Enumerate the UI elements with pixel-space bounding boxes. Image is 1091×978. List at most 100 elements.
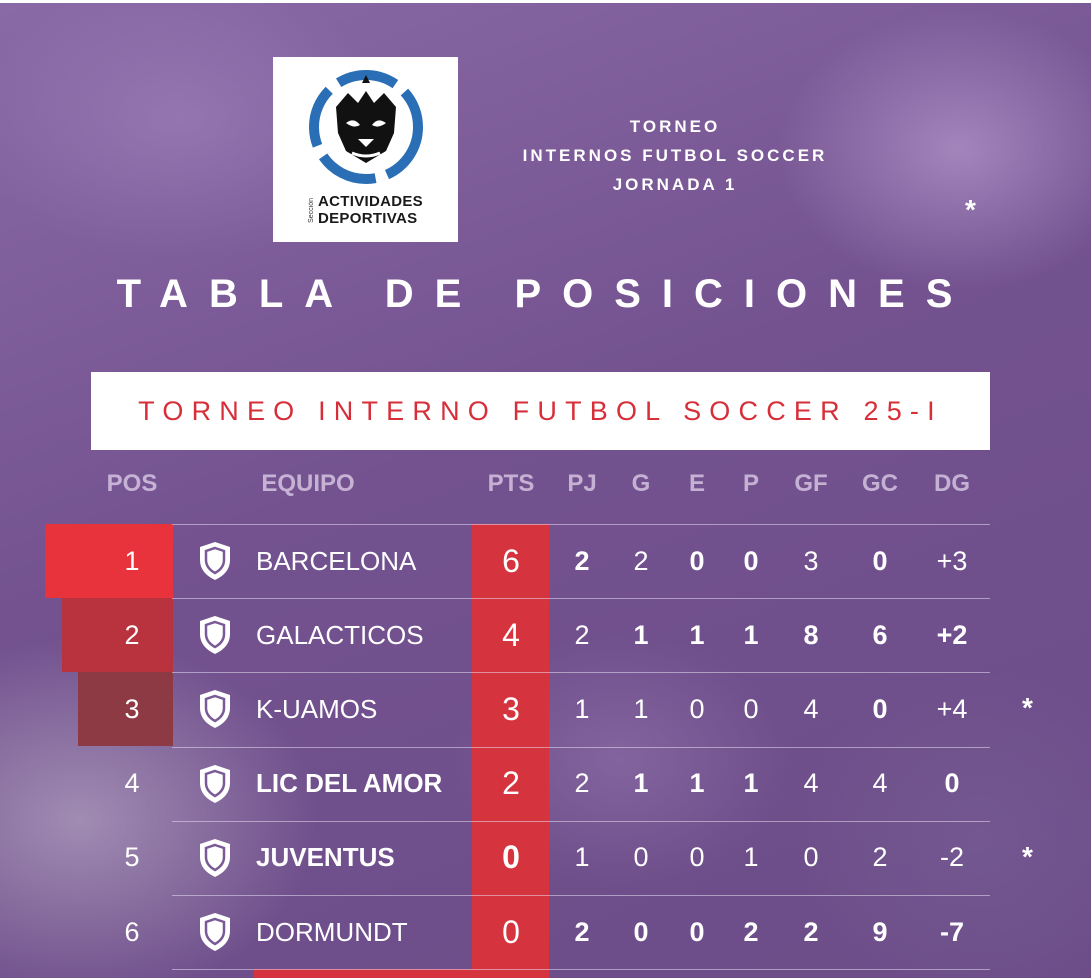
shield-icon	[200, 542, 230, 580]
stat-gc: 9	[872, 916, 888, 947]
position-number: 4	[124, 768, 140, 799]
stat-p: 2	[743, 916, 759, 947]
column-header-g: G	[631, 470, 651, 497]
stat-gf: 3	[803, 545, 819, 576]
shield-icon	[200, 690, 230, 729]
column-header-e: E	[688, 470, 705, 497]
column-header-pos: POS	[106, 470, 158, 497]
stat-e: 0	[689, 842, 705, 873]
stat-p: 1	[743, 842, 759, 873]
tournament-banner: TORNEO INTERNO FUTBOL SOCCER 25-I	[91, 372, 990, 450]
shield-icon	[200, 764, 230, 803]
row-star: *	[1022, 840, 1033, 872]
points-value: 0	[502, 839, 520, 876]
position-highlight	[45, 524, 173, 598]
tournament-line: INTERNOS FUTBOL SOCCER	[522, 146, 828, 165]
stat-pj: 2	[574, 768, 590, 799]
row-divider	[172, 598, 990, 600]
column-header-dg: DG	[934, 470, 970, 497]
stat-g: 2	[633, 545, 649, 576]
stat-gf: 4	[803, 693, 819, 724]
shield-icon	[200, 616, 230, 655]
row-divider	[172, 746, 990, 748]
banner-text: TORNEO INTERNO FUTBOL SOCCER 25-I	[138, 395, 943, 426]
team-name: GALACTICOS	[256, 619, 424, 650]
team-name: BARCELONA	[256, 545, 417, 576]
column-header-pts: PTS	[487, 470, 535, 497]
stat-gf: 2	[803, 916, 819, 947]
row-divider	[172, 820, 990, 822]
stat-g: 1	[633, 619, 649, 650]
tournament-line: JORNADA 1	[612, 175, 738, 194]
points-value: 2	[502, 765, 520, 802]
jaguar-logo-icon	[308, 70, 423, 184]
row-divider	[172, 524, 990, 525]
row-divider	[172, 895, 990, 896]
stat-gc: 4	[872, 768, 888, 799]
stat-e: 0	[689, 545, 705, 576]
stat-dg: +2	[936, 619, 968, 650]
stat-pj: 2	[574, 545, 590, 576]
stat-dg: -2	[939, 842, 964, 873]
stat-dg: -7	[939, 916, 964, 947]
stat-gc: 0	[872, 693, 888, 724]
position-number: 2	[124, 619, 140, 650]
stat-e: 0	[689, 916, 705, 947]
tournament-heading: TORNEO INTERNOS FUTBOL SOCCER JORNADA 1	[470, 112, 880, 199]
stat-gf: 0	[803, 842, 819, 873]
logo-word: DEPORTIVAS	[318, 210, 418, 227]
team-name: LIC DEL AMOR	[256, 768, 443, 799]
stat-g: 0	[633, 916, 649, 947]
position-number: 5	[124, 842, 140, 873]
stat-e: 1	[689, 619, 705, 650]
page-title: TABLA DE POSICIONES	[116, 272, 974, 316]
stat-gf: 8	[803, 619, 819, 650]
shield-icon	[200, 838, 230, 877]
stat-gc: 2	[872, 842, 888, 873]
column-header-gf: GF	[794, 470, 828, 497]
stat-gc: 6	[872, 619, 888, 650]
stat-pj: 2	[574, 916, 590, 947]
position-number: 6	[124, 916, 140, 947]
stat-g: 1	[633, 768, 649, 799]
column-header-pj: PJ	[567, 470, 597, 497]
stat-pj: 1	[574, 693, 590, 724]
team-name: K-UAMOS	[256, 693, 378, 724]
team-name: JUVENTUS	[256, 842, 395, 873]
stat-pj: 2	[574, 619, 590, 650]
tournament-line: TORNEO	[629, 117, 721, 136]
stat-dg: +3	[936, 545, 968, 576]
logo-word: ACTIVIDADES	[318, 193, 423, 210]
stat-p: 0	[743, 545, 759, 576]
row-divider	[172, 672, 990, 674]
stat-dg: +4	[936, 693, 968, 724]
stat-gc: 0	[872, 545, 888, 576]
logo-box: Sección ACTIVIDADES DEPORTIVAS	[273, 57, 458, 242]
stat-p: 1	[743, 619, 759, 650]
column-header-gc: GC	[862, 470, 898, 497]
points-column-highlight	[472, 524, 549, 978]
points-value: 6	[502, 542, 520, 579]
points-value: 0	[502, 913, 520, 950]
logo-seccion-label: Sección	[308, 197, 315, 223]
stat-e: 0	[689, 693, 705, 724]
position-number: 1	[124, 545, 140, 576]
header-star: *	[965, 194, 976, 225]
shield-icon	[200, 913, 230, 951]
stat-p: 0	[743, 693, 759, 724]
row-divider	[172, 969, 990, 971]
stat-e: 1	[689, 768, 705, 799]
bottom-accent-bar	[254, 969, 472, 978]
team-name: DORMUNDT	[256, 916, 408, 947]
position-highlight	[78, 672, 173, 746]
stat-gf: 4	[803, 768, 819, 799]
stat-dg: 0	[944, 768, 960, 799]
stat-pj: 1	[574, 842, 590, 873]
row-star: *	[1022, 692, 1033, 724]
top-border	[0, 0, 1091, 3]
points-value: 4	[502, 616, 520, 653]
column-header-equipo: EQUIPO	[261, 470, 355, 497]
column-header-p: P	[742, 470, 759, 497]
stat-g: 1	[633, 693, 649, 724]
stat-g: 0	[633, 842, 649, 873]
